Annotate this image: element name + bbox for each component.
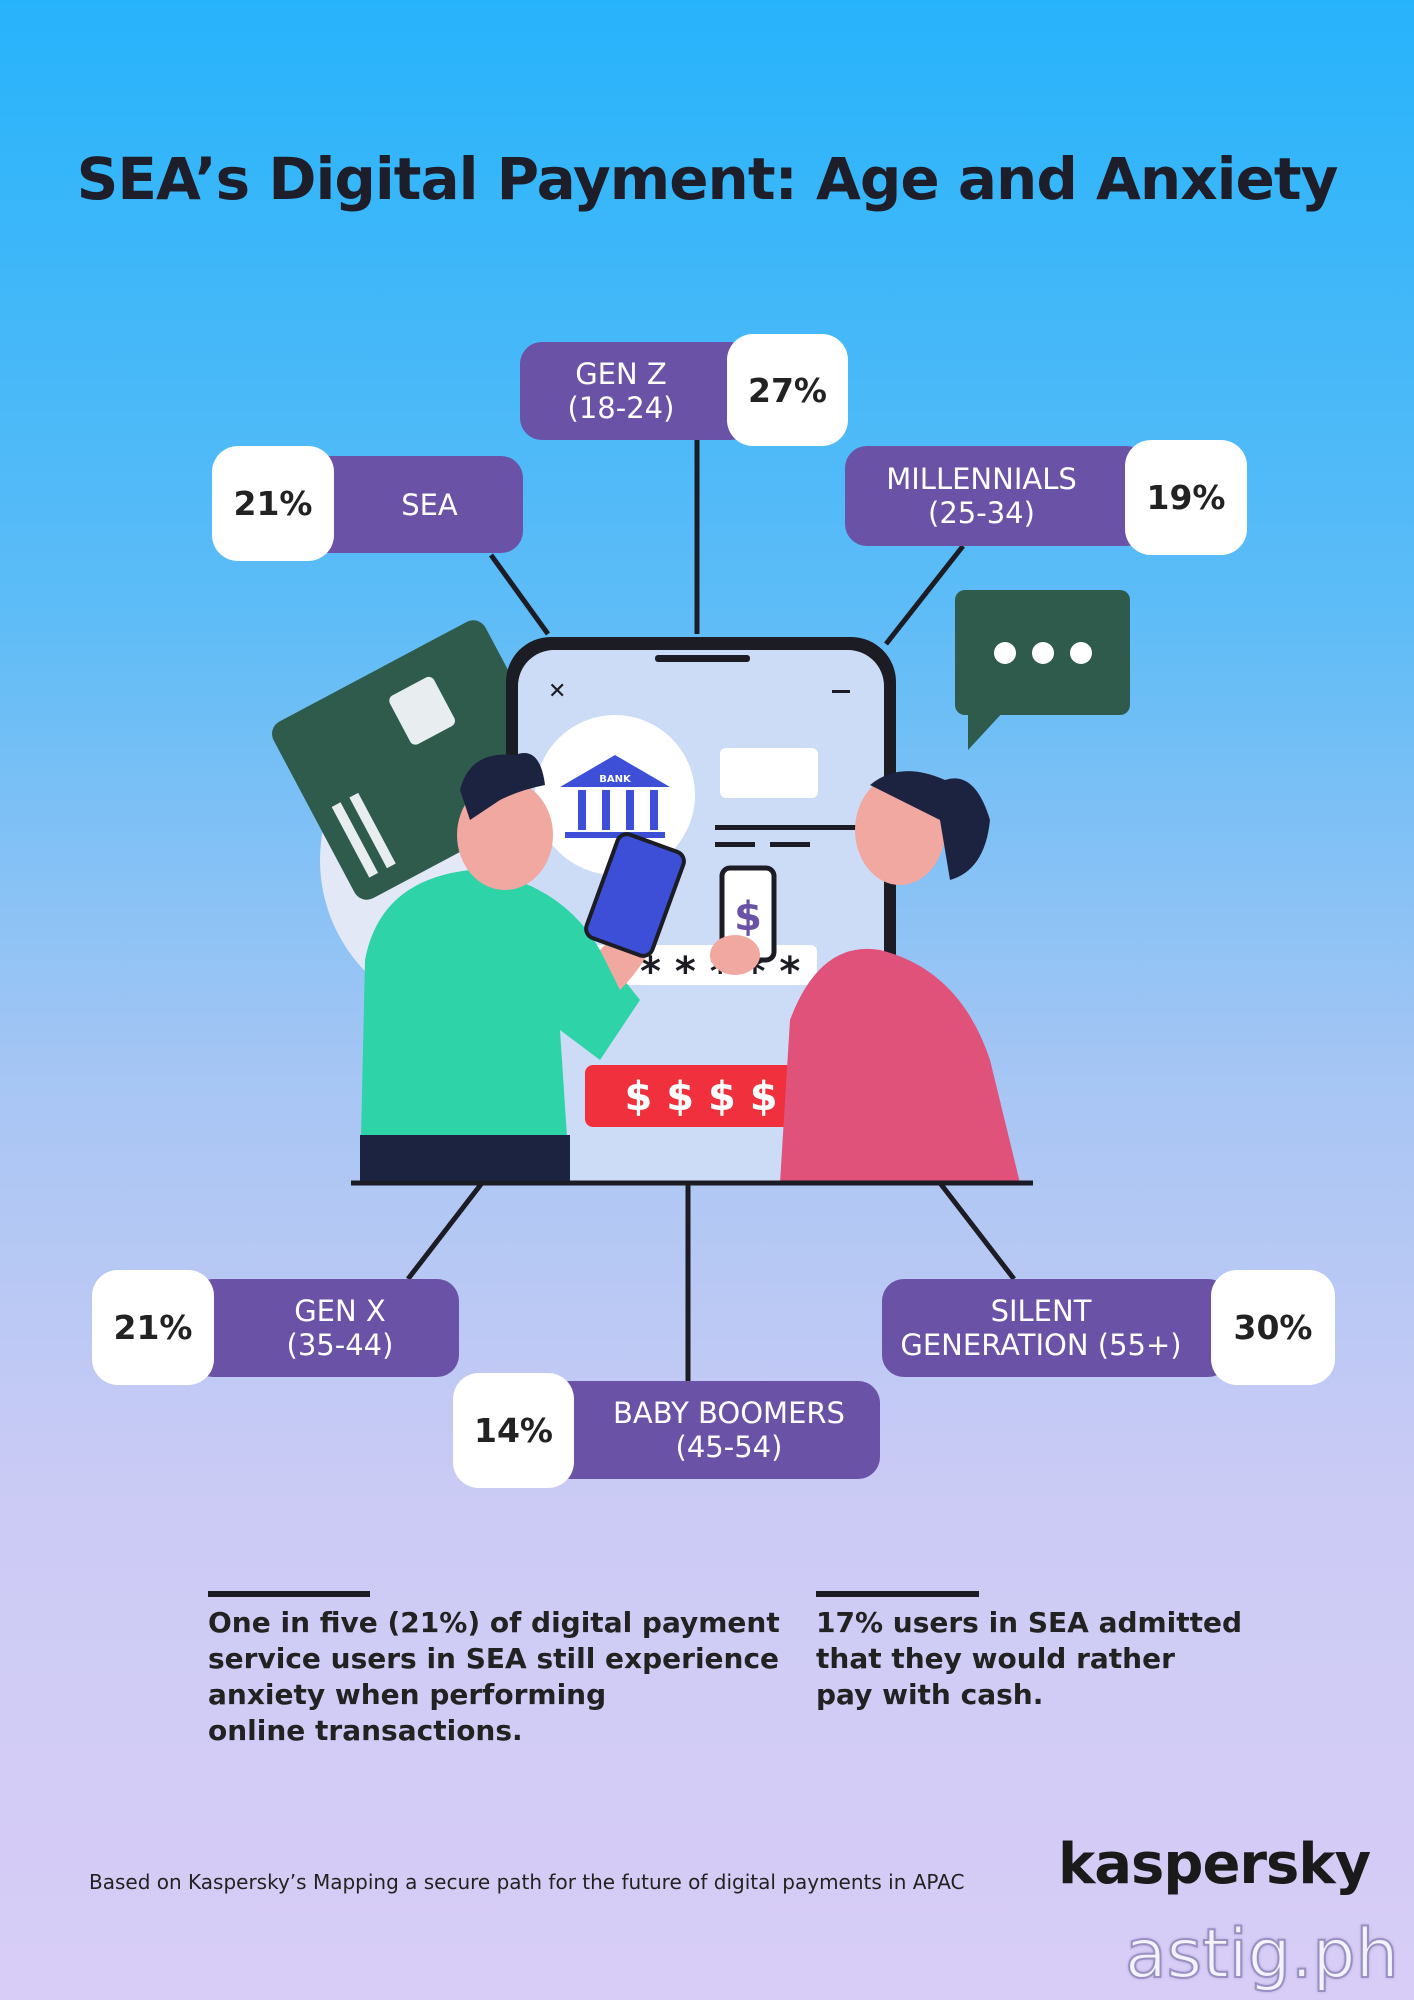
group-age: (25-34): [928, 496, 1035, 530]
group-label: GEN X: [294, 1294, 386, 1328]
value-genz: 27%: [727, 334, 848, 446]
label-sea: SEA: [306, 456, 523, 553]
value-genx: 21%: [92, 1270, 214, 1385]
watermark: astig.ph: [1124, 1914, 1400, 1995]
amount-button: [585, 1065, 817, 1127]
note-cash: 17% users in SEA admitted that they woul…: [816, 1605, 1242, 1713]
note-line: One in five (21%) of digital payment: [208, 1606, 780, 1639]
connector-lines: [406, 440, 1016, 1381]
page-title: SEA’s Digital Payment: Age and Anxiety: [76, 145, 1339, 213]
group-label: SEA: [401, 487, 458, 522]
group-age: GENERATION (55+): [900, 1328, 1182, 1362]
note-anxiety: One in five (21%) of digital payment ser…: [208, 1605, 780, 1749]
label-silent: SILENT GENERATION (55+): [882, 1279, 1230, 1377]
dollar-icon: $: [734, 894, 762, 940]
group-label: MILLENNIALS: [886, 462, 1077, 496]
connector-sea: [488, 553, 551, 636]
note-divider: [208, 1591, 370, 1597]
group-label: BABY BOOMERS: [613, 1396, 845, 1430]
man-phone: [584, 832, 686, 958]
label-genx: GEN X (35-44): [191, 1279, 459, 1377]
note-divider: [816, 1591, 979, 1597]
bank-sign: BANK: [599, 774, 632, 785]
kaspersky-logo: kaspersky: [1058, 1832, 1371, 1897]
amount-text: $ $ $ $: [624, 1074, 777, 1120]
note-line: online transactions.: [208, 1714, 523, 1747]
note-line: service users in SEA still experience: [208, 1642, 780, 1675]
label-boomers: BABY BOOMERS (45-54): [548, 1381, 880, 1479]
group-age: (45-54): [675, 1430, 783, 1464]
group-label: SILENT: [990, 1294, 1092, 1328]
minimize-icon: [832, 690, 850, 693]
man-figure: [360, 753, 686, 1183]
value-boomers: 14%: [453, 1373, 574, 1488]
group-label: GEN Z: [575, 357, 667, 391]
value-sea: 21%: [212, 446, 334, 561]
note-line: that they would rather: [816, 1642, 1175, 1675]
label-genz: GEN Z (18-24): [520, 342, 752, 440]
woman-figure: $: [710, 771, 1020, 1183]
connector-silent: [938, 1181, 1016, 1281]
close-icon: ✕: [548, 679, 566, 704]
value-millennials: 19%: [1125, 440, 1247, 555]
bank-icon: [560, 755, 670, 838]
group-age: (18-24): [567, 391, 675, 425]
connector-millennials: [884, 544, 965, 646]
value-silent: 30%: [1211, 1270, 1335, 1385]
label-millennials: MILLENNIALS (25-34): [845, 446, 1148, 546]
note-line: pay with cash.: [816, 1678, 1044, 1711]
note-line: anxiety when performing: [208, 1678, 607, 1711]
connector-genx: [406, 1181, 484, 1281]
source-text: Based on Kaspersky’s Mapping a secure pa…: [89, 1870, 965, 1894]
note-line: 17% users in SEA admitted: [816, 1606, 1243, 1639]
group-age: (35-44): [286, 1328, 394, 1362]
